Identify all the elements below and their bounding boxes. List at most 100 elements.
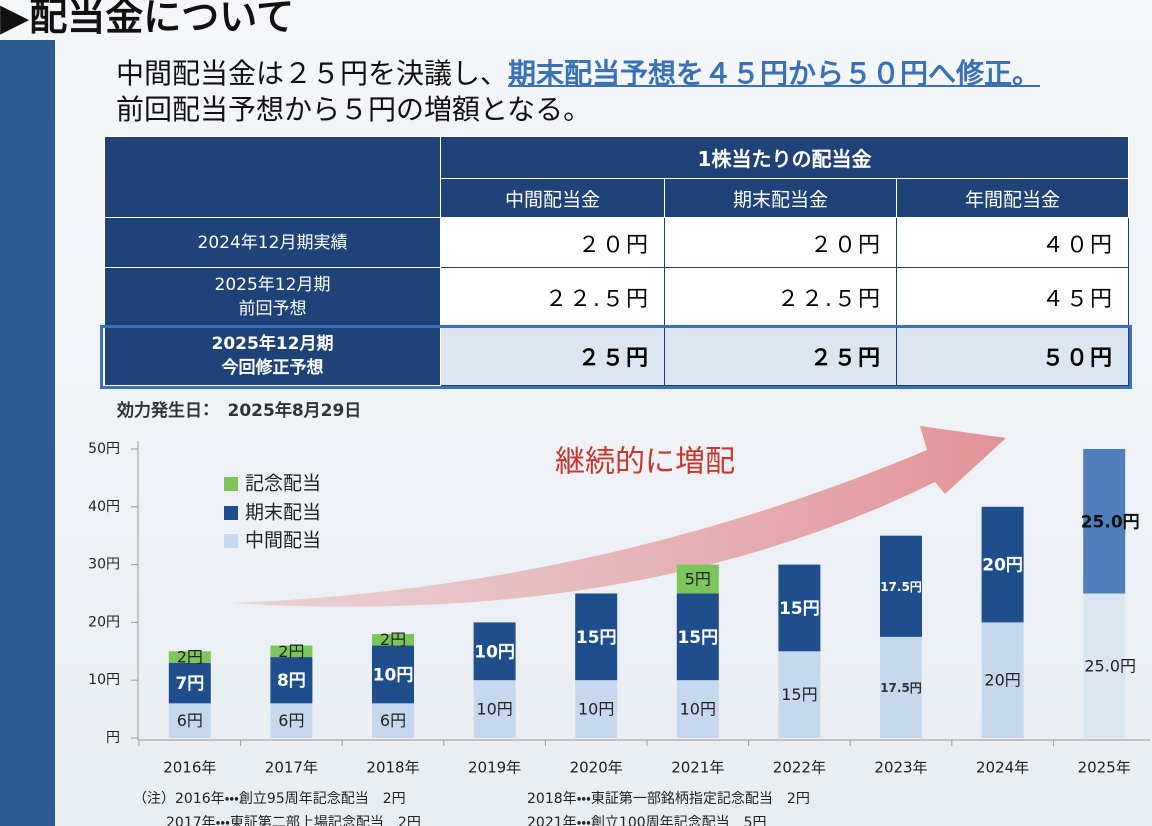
value-label: 2円 — [278, 642, 304, 661]
bar-segment — [880, 535, 922, 637]
value-label: 25.0円 — [1081, 512, 1140, 532]
cell: ２５円 — [664, 326, 897, 386]
x-tick-label: 2023年 — [874, 759, 927, 777]
value-label: 2円 — [380, 630, 406, 649]
y-tick-label: 円 — [106, 730, 120, 746]
side-bar — [0, 40, 55, 826]
col-header: 期末配当金 — [664, 178, 897, 218]
cell: ２２.５円 — [440, 267, 665, 327]
row-label: 2025年12月期 今回修正予想 — [104, 326, 441, 386]
value-label: 10円 — [680, 700, 716, 719]
cell: ２２.５円 — [664, 267, 897, 327]
value-label: 7円 — [175, 674, 204, 694]
blank-header — [104, 136, 441, 218]
x-tick-label: 2020年 — [570, 759, 623, 777]
value-label: 20円 — [984, 671, 1020, 690]
y-tick-label: 20円 — [88, 614, 120, 630]
bar-segment — [372, 645, 414, 704]
legend-label: 中間配当 — [245, 530, 321, 552]
effective-value: 2025年8月29日 — [227, 401, 362, 421]
bar-segment — [676, 564, 719, 594]
value-label: 2円 — [177, 648, 203, 667]
value-label: 17.5円 — [880, 580, 922, 594]
row-label-line: 今回修正予想 — [221, 358, 324, 378]
value-label: 15円 — [677, 628, 718, 648]
value-label: 15円 — [779, 599, 820, 619]
legend-label: 期末配当 — [245, 502, 321, 524]
value-label: 15円 — [781, 685, 817, 704]
value-label: 10円 — [578, 700, 614, 719]
bar-segment — [168, 703, 211, 738]
effective-date: 効力発生日： 2025年8月29日 — [117, 396, 361, 421]
row-label-line: 2024年12月期実績 — [197, 232, 348, 253]
col-header: 年間配当金 — [895, 178, 1130, 218]
value-label: 10円 — [373, 665, 414, 685]
note: 2018年・・・東証第一部銘柄指定記念配当 2円 — [527, 791, 810, 807]
cell: ２５円 — [440, 326, 665, 386]
value-label: 15円 — [576, 628, 617, 648]
value-label: 25.0円 — [1084, 656, 1136, 675]
bar-segment — [270, 703, 313, 738]
value-label: 10円 — [474, 642, 515, 662]
bar-segment — [473, 622, 516, 681]
row-label: 2024年12月期実績 — [104, 217, 441, 268]
bar-segment — [372, 633, 414, 646]
x-tick-label: 2017年 — [265, 759, 318, 777]
bar-segment — [1083, 593, 1126, 738]
lead-line: 前回配当予想から５円の増額となる。 — [116, 93, 592, 126]
value-label: 6円 — [278, 711, 304, 730]
y-tick-label: 10円 — [88, 672, 120, 688]
legend-swatch — [224, 506, 238, 520]
bar-segment — [981, 506, 1024, 623]
value-label: 10円 — [476, 700, 512, 719]
y-tick-label: 40円 — [88, 499, 120, 515]
legend-swatch — [224, 477, 238, 491]
cell: ５０円 — [895, 326, 1130, 386]
row-label-line: 前回予想 — [238, 299, 307, 319]
x-tick-label: 2016年 — [163, 759, 216, 777]
dividend-table: 1株当たりの配当金 中間配当金 期末配当金 年間配当金 2024年12月期実績 ２０円… — [104, 136, 1130, 386]
lead-text: 中間配当金は２５円を決議し、 — [116, 57, 509, 90]
legend-swatch — [224, 534, 238, 548]
bar-segment — [778, 564, 821, 652]
bar-segment — [575, 593, 618, 681]
cell: ４５円 — [895, 267, 1130, 327]
value-label: 5円 — [685, 570, 711, 589]
trend-arrow — [232, 426, 1006, 607]
lead-highlight: 期末配当予想を４５円から５０円へ修正。 — [508, 57, 1041, 90]
effective-label: 効力発生日： — [117, 401, 211, 421]
note: 2017年・・・東証第二部上場記念配当 2円 — [166, 815, 421, 826]
bar-segment — [575, 680, 618, 738]
value-label: 20円 — [982, 556, 1023, 576]
value-label: 17.5円 — [880, 681, 922, 695]
bar-segment — [473, 680, 516, 738]
bar-segment — [270, 657, 313, 704]
note: 2021年・・・創立100周年記念配当 5円 — [527, 815, 767, 826]
bar-segment — [778, 651, 821, 738]
row-label-line: 2025年12月期 — [211, 334, 334, 354]
lead-line: 中間配当金は２５円を決議し、期末配当予想を４５円から５０円へ修正。 — [116, 52, 1040, 92]
cell: ２０円 — [440, 217, 665, 268]
annotation: 継続的に増配 — [555, 445, 735, 480]
col-header: 中間配当金 — [440, 178, 665, 218]
value-label: 6円 — [380, 711, 406, 730]
y-tick-label: 30円 — [88, 557, 120, 573]
cell: ４０円 — [895, 217, 1130, 268]
note: （注）2016年・・・創立95周年記念配当 2円 — [133, 791, 406, 807]
cell: ２０円 — [664, 217, 897, 268]
x-tick-label: 2019年 — [468, 759, 521, 777]
bar-segment — [981, 622, 1024, 738]
x-tick-label: 2018年 — [366, 759, 419, 777]
value-label: 8円 — [277, 671, 306, 691]
x-tick-label: 2022年 — [773, 759, 826, 777]
group-header: 1株当たりの配当金 — [439, 136, 1130, 179]
slide-title: ▶配当金について — [0, 0, 295, 39]
bar-segment — [880, 636, 922, 738]
x-tick-label: 2025年 — [1078, 759, 1131, 777]
bar-segment — [676, 680, 719, 738]
y-tick-label: 50円 — [88, 441, 120, 457]
bar-segment — [676, 593, 719, 681]
bar-segment — [168, 651, 211, 663]
